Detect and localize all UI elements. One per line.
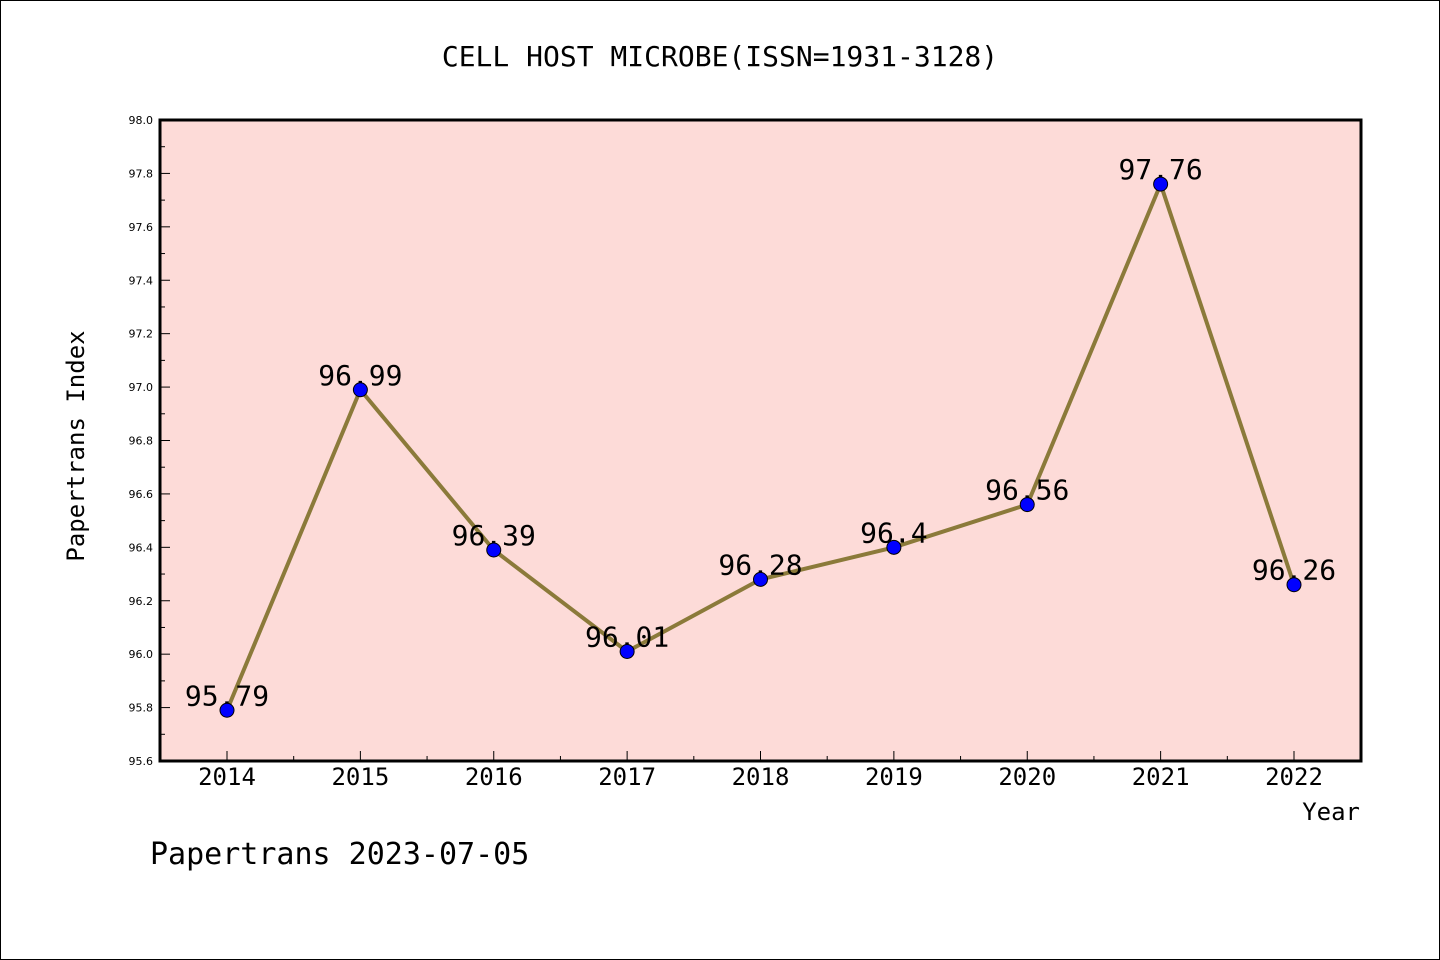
x-tick-label: 2019 [865,763,923,791]
series-papertrans-index: 95.7996.9996.3996.0196.2896.496.5697.769… [185,153,1336,718]
y-tick-label: 97.8 [129,167,154,180]
data-point [1019,497,1035,513]
data-point [753,571,768,587]
data-point [352,382,368,398]
y-tick-label: 96.6 [129,488,154,501]
y-tick-label: 95.8 [129,702,154,715]
y-tick-label: 96.4 [129,541,154,554]
x-tick-label: 2020 [998,763,1056,791]
data-point [1153,176,1169,192]
y-tick-label: 96.0 [129,648,154,661]
x-axis: 2014 2015 2016 2017 2018 2019 2020 2021 2022 [198,751,1323,791]
y-tick-label: 96.8 [129,435,154,448]
x-axis-label: Year [1302,798,1360,826]
y-tick-label: 98.0 [129,114,154,127]
data-point [886,539,902,555]
x-tick-label: 2022 [1265,763,1323,791]
y-tick-label: 95.6 [129,755,154,768]
data-point [486,542,502,558]
y-tick-label: 97.2 [129,328,154,341]
y-tick-label: 97.6 [129,221,154,234]
x-tick-label: 2014 [198,763,256,791]
data-point [219,702,235,718]
y-tick-label: 97.0 [129,381,154,394]
x-tick-label: 2016 [465,763,523,791]
plot-border [158,118,1363,763]
x-tick-label: 2017 [598,763,656,791]
chart-title: CELL HOST MICROBE(ISSN=1931-3128) [442,40,998,73]
y-tick-label: 96.2 [129,595,154,608]
plot-area [160,120,1361,761]
y-axis: 95.6 95.8 96.0 96.2 96.4 96.6 96.8 97.0 97.2 97.4… [129,114,170,768]
data-point [1286,577,1302,593]
x-tick-label: 2018 [732,763,790,791]
y-tick-label: 97.4 [129,274,154,287]
x-tick-label: 2015 [331,763,389,791]
x-tick-label: 2021 [1132,763,1190,791]
footer-text: Papertrans 2023-07-05 [150,837,529,872]
data-point [619,643,635,659]
y-axis-label: Papertrans Index [62,330,90,561]
